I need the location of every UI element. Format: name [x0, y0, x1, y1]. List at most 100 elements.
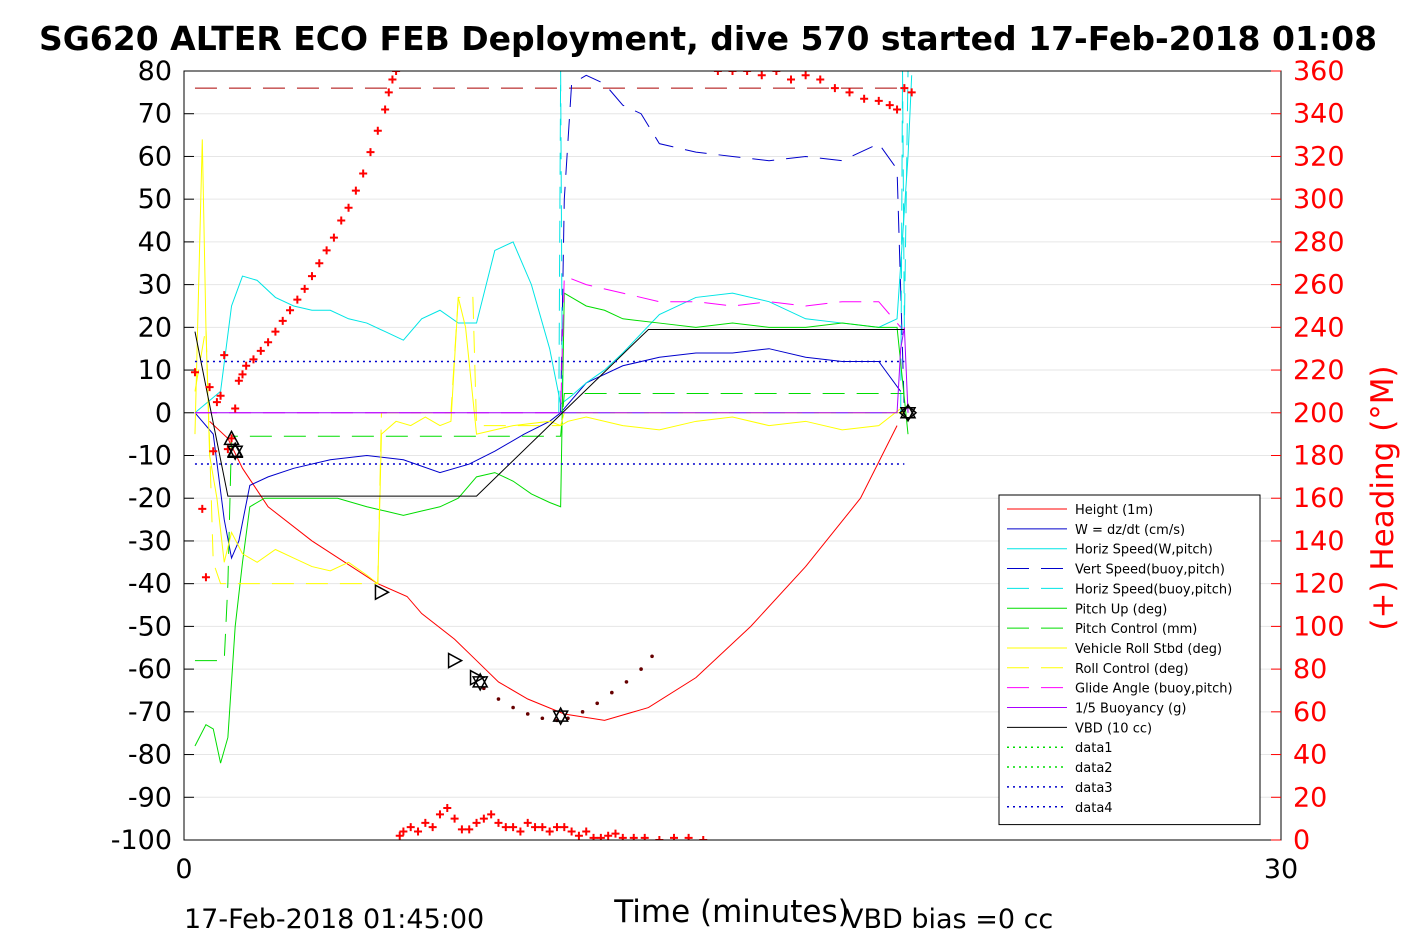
heading-point — [728, 71, 737, 75]
y-right-tick-label: 100 — [1293, 611, 1345, 642]
y-tick-label: -80 — [128, 740, 172, 771]
legend: Height (1m) W = dz/dt (cm/s) Horiz Speed(W… — [998, 494, 1261, 826]
depth-point — [525, 712, 530, 716]
y-tick-label: -30 — [128, 526, 172, 557]
legend-label: 1/5 Buoyancy (g) — [1075, 702, 1186, 717]
heading-point — [743, 71, 752, 75]
legend-label: W = dz/dt (cm/s) — [1075, 523, 1185, 538]
heading-point — [567, 827, 576, 836]
heading-point — [699, 836, 708, 840]
series-line-10 — [194, 327, 909, 414]
heading-point — [242, 361, 251, 370]
heading-point — [860, 94, 869, 103]
heading-point — [337, 216, 346, 225]
y-right-tick-label: 340 — [1293, 99, 1345, 130]
heading-point — [373, 126, 382, 135]
x-tick-label: 30 — [1264, 854, 1298, 885]
legend-label: Glide Angle (buoy,pitch) — [1075, 682, 1233, 697]
heading-point — [640, 833, 649, 840]
y-tick-label: 40 — [138, 227, 172, 258]
diamond-marker — [898, 404, 918, 421]
heading-point — [611, 829, 620, 838]
y-tick-label: -40 — [128, 569, 172, 600]
series-line-6 — [194, 393, 905, 662]
heading-point — [629, 833, 638, 840]
heading-point — [531, 823, 540, 832]
depth-point — [511, 705, 515, 710]
y-right-tick-label: 140 — [1293, 526, 1345, 557]
y-tick-label: 30 — [138, 270, 172, 301]
y-right-tick-label: 40 — [1293, 740, 1327, 771]
heading-point — [395, 831, 404, 840]
heading-point — [220, 351, 229, 360]
heading-point — [421, 818, 430, 827]
heading-point — [234, 376, 243, 385]
heading-point — [713, 71, 722, 75]
heading-point — [388, 75, 397, 84]
legend-label: VBD (10 cc) — [1075, 721, 1152, 736]
heading-point — [669, 833, 678, 840]
depth-point — [595, 701, 600, 706]
footer-timestamp: 17-Feb-2018 01:45:00 — [184, 904, 484, 935]
heading-point — [501, 823, 510, 832]
heading-point — [874, 96, 883, 105]
y-tick-label: -90 — [128, 782, 172, 813]
hexagram-marker-inv — [471, 676, 489, 692]
x-axis: 0 30 — [175, 830, 1298, 885]
y-tick-label: 20 — [138, 312, 172, 343]
heading-point — [552, 823, 561, 832]
triangle-up-marker — [223, 429, 240, 446]
y-right-tick-label: 0 — [1293, 825, 1310, 856]
heading-point — [264, 338, 273, 347]
heading-point — [684, 833, 693, 840]
y-tick-label: 70 — [138, 99, 172, 130]
legend-label: Vert Speed(buoy,pitch) — [1075, 563, 1225, 578]
legend-label: Pitch Control (mm) — [1075, 622, 1197, 637]
y-right-tick-label: 320 — [1293, 141, 1345, 172]
plot-area — [190, 71, 918, 840]
heading-point — [322, 246, 331, 255]
y-tick-label: -70 — [128, 697, 172, 728]
heading-point — [816, 75, 825, 84]
y-axis-right: 3603403203002802602402202001801601401201… — [1271, 56, 1345, 856]
heading-point — [538, 823, 547, 832]
series-line-9 — [194, 275, 902, 414]
heading-point — [293, 295, 302, 304]
heading-point — [545, 827, 554, 836]
heading-point — [772, 71, 781, 75]
y-tick-label: -20 — [128, 483, 172, 514]
heading-point — [190, 368, 199, 377]
series-layer — [190, 71, 918, 840]
heading-point — [399, 827, 408, 836]
heading-point — [801, 71, 810, 80]
depth-point — [580, 710, 585, 714]
heading-point — [787, 75, 796, 84]
heading-point — [359, 169, 368, 178]
series-line-1 — [194, 348, 902, 560]
heading-point — [344, 203, 353, 212]
series-line-0 — [209, 420, 898, 721]
y-right-tick-label: 20 — [1293, 782, 1327, 813]
hexagram-marker-inv — [899, 407, 917, 423]
legend-label: Pitch Up (deg) — [1075, 602, 1167, 617]
heading-point — [201, 573, 210, 582]
heading-point — [278, 316, 287, 325]
heading-point — [443, 803, 452, 812]
y-tick-label: -100 — [111, 825, 172, 856]
heading-point — [231, 404, 240, 413]
heading-point — [271, 327, 280, 336]
depth-point — [540, 716, 545, 721]
footer-vbd-bias: VBD bias =0 cc — [845, 904, 1053, 935]
heading-point — [604, 831, 613, 840]
y-right-tick-label: 180 — [1293, 441, 1345, 472]
heading-point — [589, 833, 598, 840]
y-right-tick-label: 240 — [1293, 312, 1345, 343]
heading-point — [900, 84, 909, 93]
legend-label: data1 — [1075, 741, 1113, 756]
heading-point — [655, 836, 664, 840]
hexagram-marker — [471, 672, 489, 688]
depth-point — [650, 654, 654, 659]
y-right-tick-label: 260 — [1293, 270, 1345, 301]
heading-point — [596, 833, 605, 840]
series-line-2 — [194, 75, 913, 414]
